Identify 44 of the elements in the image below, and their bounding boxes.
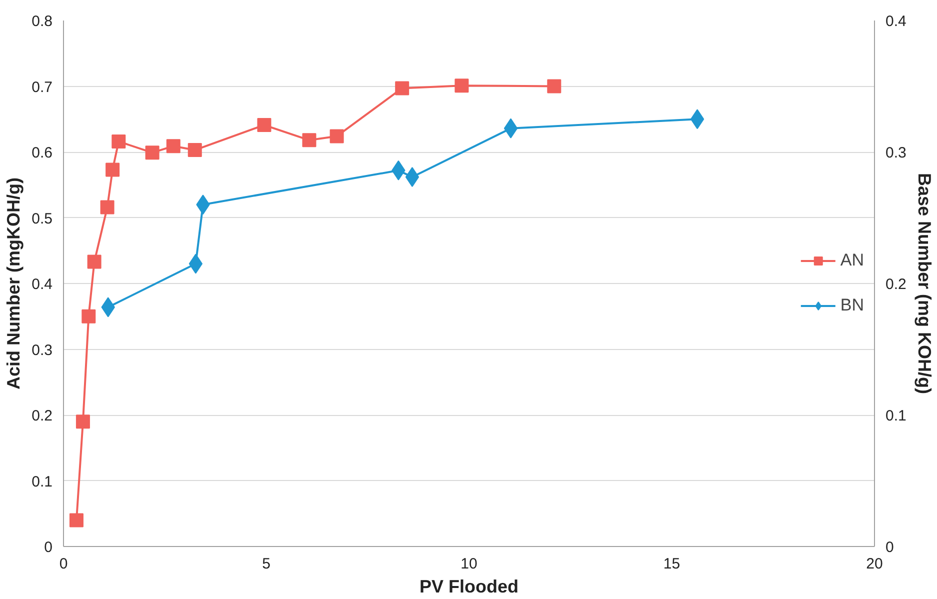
x-tick-label: 15 bbox=[663, 556, 680, 572]
y2-tick-label: 0.3 bbox=[886, 144, 906, 162]
legend-label: AN bbox=[840, 250, 864, 270]
y-tick-label: 0.5 bbox=[32, 210, 53, 228]
point bbox=[69, 513, 84, 528]
point bbox=[395, 81, 410, 96]
point bbox=[106, 162, 120, 177]
x-axis-title: PV Flooded bbox=[420, 576, 518, 596]
point bbox=[405, 166, 420, 187]
point bbox=[690, 109, 704, 130]
y-tick-label: 0 bbox=[44, 539, 52, 556]
y-axis-title: Acid Number (mgKOH/g) bbox=[4, 177, 24, 390]
point bbox=[302, 133, 316, 148]
point bbox=[82, 309, 96, 324]
point bbox=[504, 118, 518, 138]
y2-tick-label: 0.4 bbox=[886, 13, 906, 30]
x-tick-label: 20 bbox=[866, 556, 883, 572]
point bbox=[188, 254, 203, 274]
x-tick-label: 0 bbox=[59, 556, 68, 572]
point bbox=[166, 139, 180, 154]
y-tick-label: 0.6 bbox=[32, 144, 53, 162]
y-tick-label: 0.2 bbox=[32, 408, 53, 424]
x-tick-label: 10 bbox=[460, 556, 478, 572]
point bbox=[547, 79, 562, 94]
point bbox=[76, 414, 90, 429]
point bbox=[188, 143, 202, 158]
y2-axis-title: Base Number (mg KOH/g) bbox=[914, 172, 934, 394]
y2-tick-label: 0 bbox=[886, 539, 894, 556]
legend-label: BN bbox=[840, 296, 864, 316]
point bbox=[257, 118, 272, 132]
point bbox=[112, 134, 126, 148]
point bbox=[454, 78, 469, 93]
x-tick-label: 5 bbox=[262, 556, 270, 572]
y2-tick-label: 0.2 bbox=[886, 276, 906, 293]
point bbox=[100, 200, 114, 214]
y-tick-label: 0.4 bbox=[32, 276, 53, 293]
point bbox=[145, 146, 160, 160]
point bbox=[87, 254, 102, 269]
y-tick-label: 0.1 bbox=[32, 473, 53, 490]
y-tick-label: 0.3 bbox=[32, 342, 53, 359]
y-tick-label: 0.7 bbox=[32, 78, 53, 96]
y-tick-label: 0.8 bbox=[32, 13, 53, 30]
point bbox=[330, 129, 344, 144]
y2-tick-label: 0.1 bbox=[886, 408, 906, 424]
